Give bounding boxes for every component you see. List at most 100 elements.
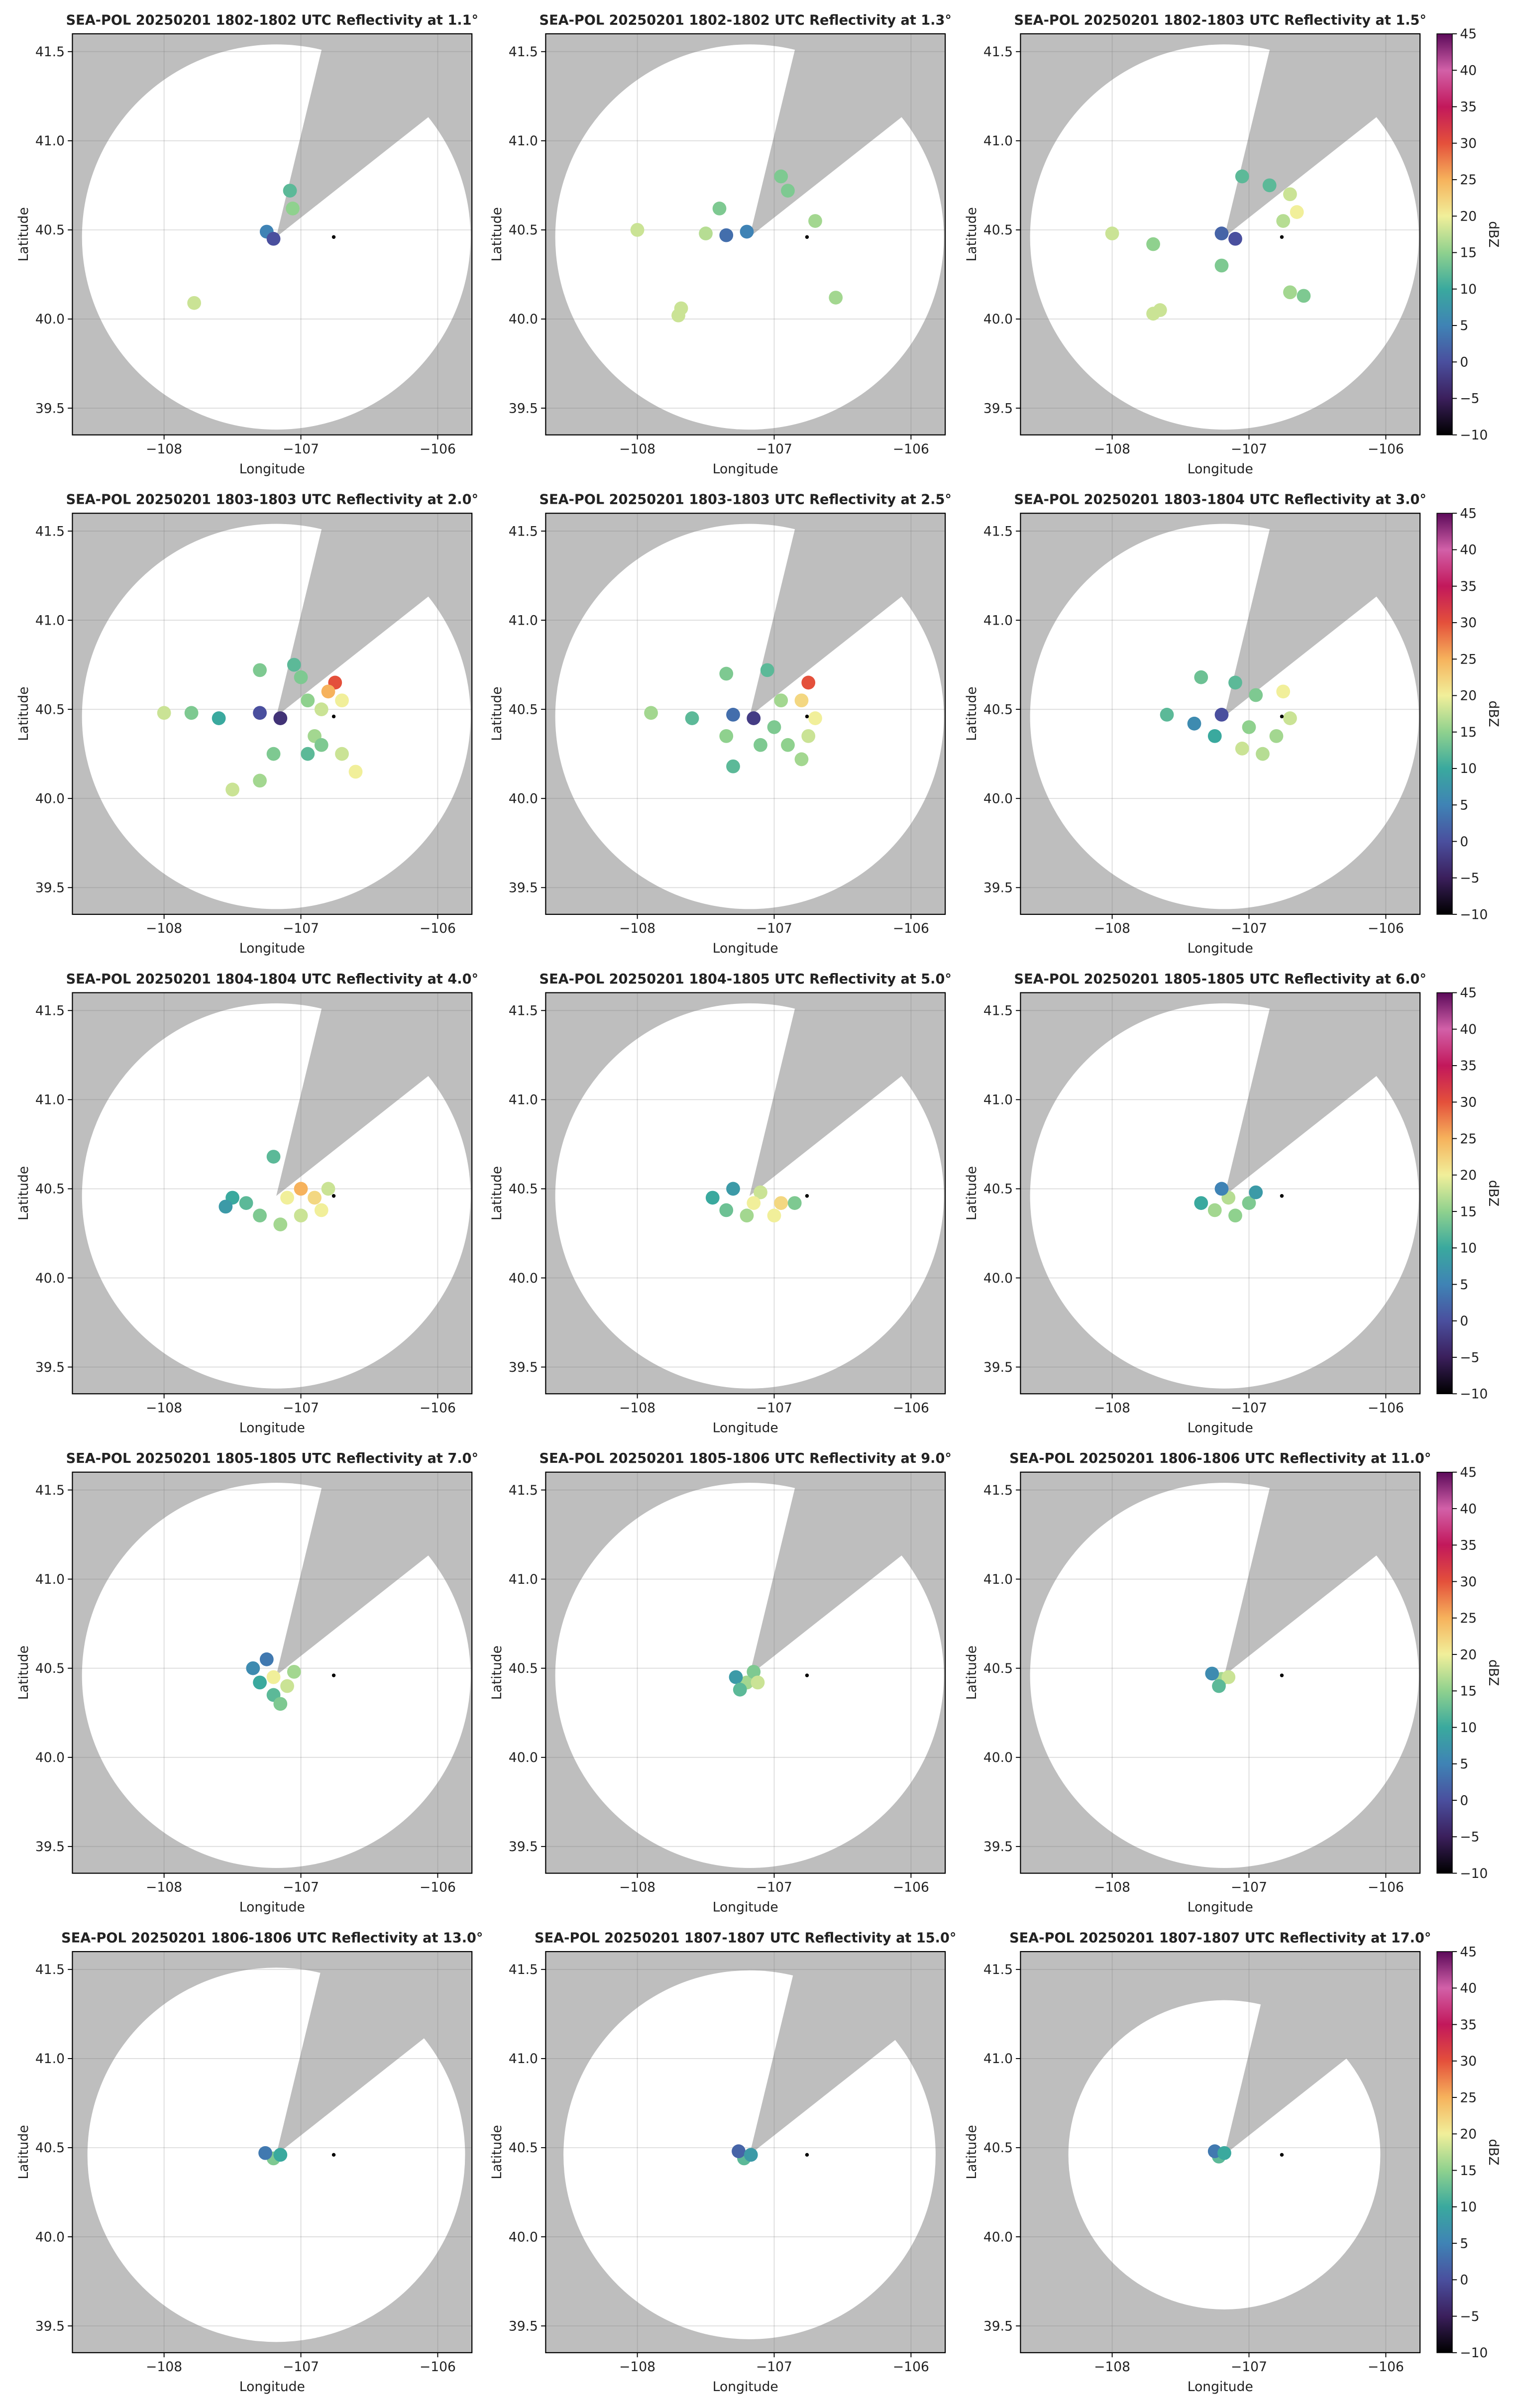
panel-title: SEA-POL 20250201 1806-1806 UTC Reflectiv… [1009,1451,1431,1466]
y-axis-label: Latitude [964,207,979,261]
x-tick-label: −106 [1368,441,1404,457]
colorbar-tick-label: 30 [1460,1574,1477,1590]
echo [253,1675,267,1690]
x-tick-label: −107 [756,2359,792,2375]
site-marker [1280,714,1284,719]
plot-area [1020,1472,1420,1873]
x-axis-label: Longitude [713,941,778,956]
y-tick-label: 40.5 [509,2140,538,2156]
x-tick-label: −107 [756,1400,792,1416]
y-tick-label: 41.0 [983,1093,1013,1108]
y-tick-label: 40.5 [983,1661,1013,1676]
plot-area [545,1952,946,2353]
echo [794,693,809,708]
colorbar-tick-label: −10 [1460,1387,1488,1402]
colorbar-tick-label: 45 [1460,506,1477,521]
y-tick-label: 41.0 [983,2051,1013,2067]
frame [545,513,946,915]
colorbar-tick-label: 35 [1460,1538,1477,1553]
echo [1290,205,1304,219]
site-marker [805,714,809,719]
y-tick-label: 39.5 [509,2318,538,2334]
colorbar-tick-label: 25 [1460,1131,1477,1147]
colorbar [1436,1951,1453,2353]
blocked-sector [750,1472,946,1676]
colorbar-tick-label: 5 [1460,1277,1468,1293]
colorbar-tick-label: 45 [1460,1465,1477,1480]
blocked-sector [276,1472,472,1676]
echo [1146,237,1160,251]
panel: −108 −107 −10639.540.040.541.041.5SEA-POL … [964,12,1501,477]
blocked-sector [1224,513,1420,717]
colorbar [1436,513,1453,915]
y-tick-label: 40.0 [509,312,538,327]
plot-area [545,992,946,1394]
x-tick-label: −107 [1231,1400,1267,1416]
x-axis-label: Longitude [713,1900,778,1915]
y-tick-label: 40.0 [983,1750,1013,1765]
panel: −108 −107 −10639.540.040.541.041.5SEA-POL … [489,1931,957,2395]
plot-area [1020,1952,1420,2353]
echo [321,684,335,699]
echo [732,2144,746,2159]
y-axis-label: Latitude [964,1645,979,1700]
x-tick-label: −107 [756,1880,792,1895]
y-tick-label: 41.0 [509,613,538,628]
echo [1242,720,1256,734]
frame [1020,992,1421,1395]
echo [729,1670,743,1684]
colorbar-tick-label: 5 [1460,1756,1468,1772]
y-axis-label: Latitude [489,207,505,261]
echo [273,1697,288,1711]
x-tick-label: −106 [893,1400,929,1416]
site-marker [1280,1673,1284,1677]
colorbar-tick-label: 30 [1460,136,1477,151]
plot-area [72,1472,472,1873]
x-axis-label: Longitude [713,2379,778,2395]
y-tick-label: 39.5 [35,1360,65,1375]
colorbar-tick-label: 15 [1460,2163,1477,2179]
echo [740,224,754,239]
y-tick-label: 41.0 [35,2051,65,2067]
y-tick-label: 39.5 [509,880,538,896]
echo [719,228,734,242]
y-tick-label: 39.5 [983,1360,1013,1375]
y-tick-label: 39.5 [983,401,1013,416]
y-tick-label: 39.5 [35,401,65,416]
echo [253,773,267,788]
x-tick-label: −108 [1094,1880,1130,1895]
y-tick-label: 40.5 [983,1182,1013,1197]
echo [1207,1203,1222,1217]
y-tick-label: 39.5 [983,2318,1013,2334]
panel-title: SEA-POL 20250201 1804-1805 UTC Reflectiv… [540,972,952,987]
colorbar-tick-label: −5 [1460,1830,1479,1845]
panel: −108 −107 −10639.540.040.541.041.5SEA-POL … [964,492,1501,957]
colorbar-tick-label: 45 [1460,1944,1477,1960]
colorbar-tick-label: 35 [1460,579,1477,594]
x-tick-label: −107 [756,921,792,936]
plot-area [72,992,472,1394]
x-tick-label: −108 [619,441,655,457]
y-tick-label: 40.0 [35,791,65,806]
blocked-sector [750,1952,939,2155]
y-tick-label: 41.5 [35,524,65,539]
x-tick-label: −106 [1368,2359,1404,2375]
echo [273,1217,288,1231]
echo [283,184,297,198]
plot-area [545,513,946,915]
x-axis-label: Longitude [713,1420,778,1435]
echo [280,1191,294,1205]
echo [1228,675,1242,690]
x-tick-label: −107 [283,1880,319,1895]
y-tick-label: 41.5 [983,1962,1013,1977]
echo [1217,2146,1231,2160]
panel: −108 −107 −10639.540.040.541.041.5SEA-POL … [489,1451,952,1915]
echo [1105,226,1119,240]
colorbar-tick-label: 10 [1460,761,1477,776]
echo [726,1182,740,1196]
echo [774,169,788,184]
colorbar-tick-label: 30 [1460,1095,1477,1110]
y-tick-label: 40.5 [983,702,1013,717]
echo [699,226,713,240]
